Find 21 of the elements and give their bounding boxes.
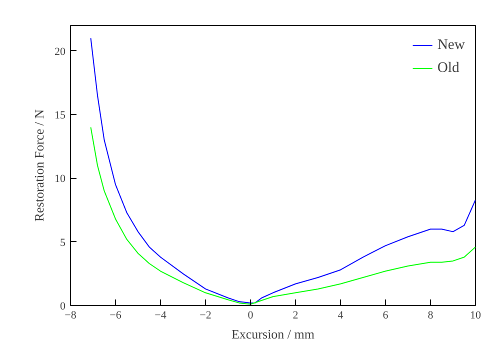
line-series — [90, 126, 476, 305]
y-tick-label: 20 — [54, 46, 66, 58]
y-tick-label: 5 — [60, 236, 66, 249]
legend-label: Old — [437, 60, 460, 76]
x-tick-label: 6 — [382, 310, 389, 322]
legend-label: New — [437, 36, 465, 54]
x-tick-label: 10 — [470, 310, 482, 322]
y-tick-label: 15 — [54, 110, 66, 122]
x-tick-label: −4 — [154, 310, 167, 322]
line-series — [90, 38, 476, 304]
x-tick-label: −2 — [200, 310, 212, 322]
y-axis-title: Restoration Force / N — [32, 108, 46, 222]
y-tick-label: 10 — [54, 173, 66, 186]
x-tick-label: −8 — [64, 310, 77, 322]
x-tick-label: 4 — [338, 310, 344, 322]
x-tick-label: 0 — [248, 310, 254, 322]
x-tick-label: 2 — [292, 310, 298, 322]
x-axis-title: Excursion / mm — [231, 326, 315, 342]
x-tick-label: 8 — [428, 310, 434, 322]
x-tick-label: −6 — [110, 310, 122, 322]
y-tick-label: 0 — [60, 300, 66, 312]
